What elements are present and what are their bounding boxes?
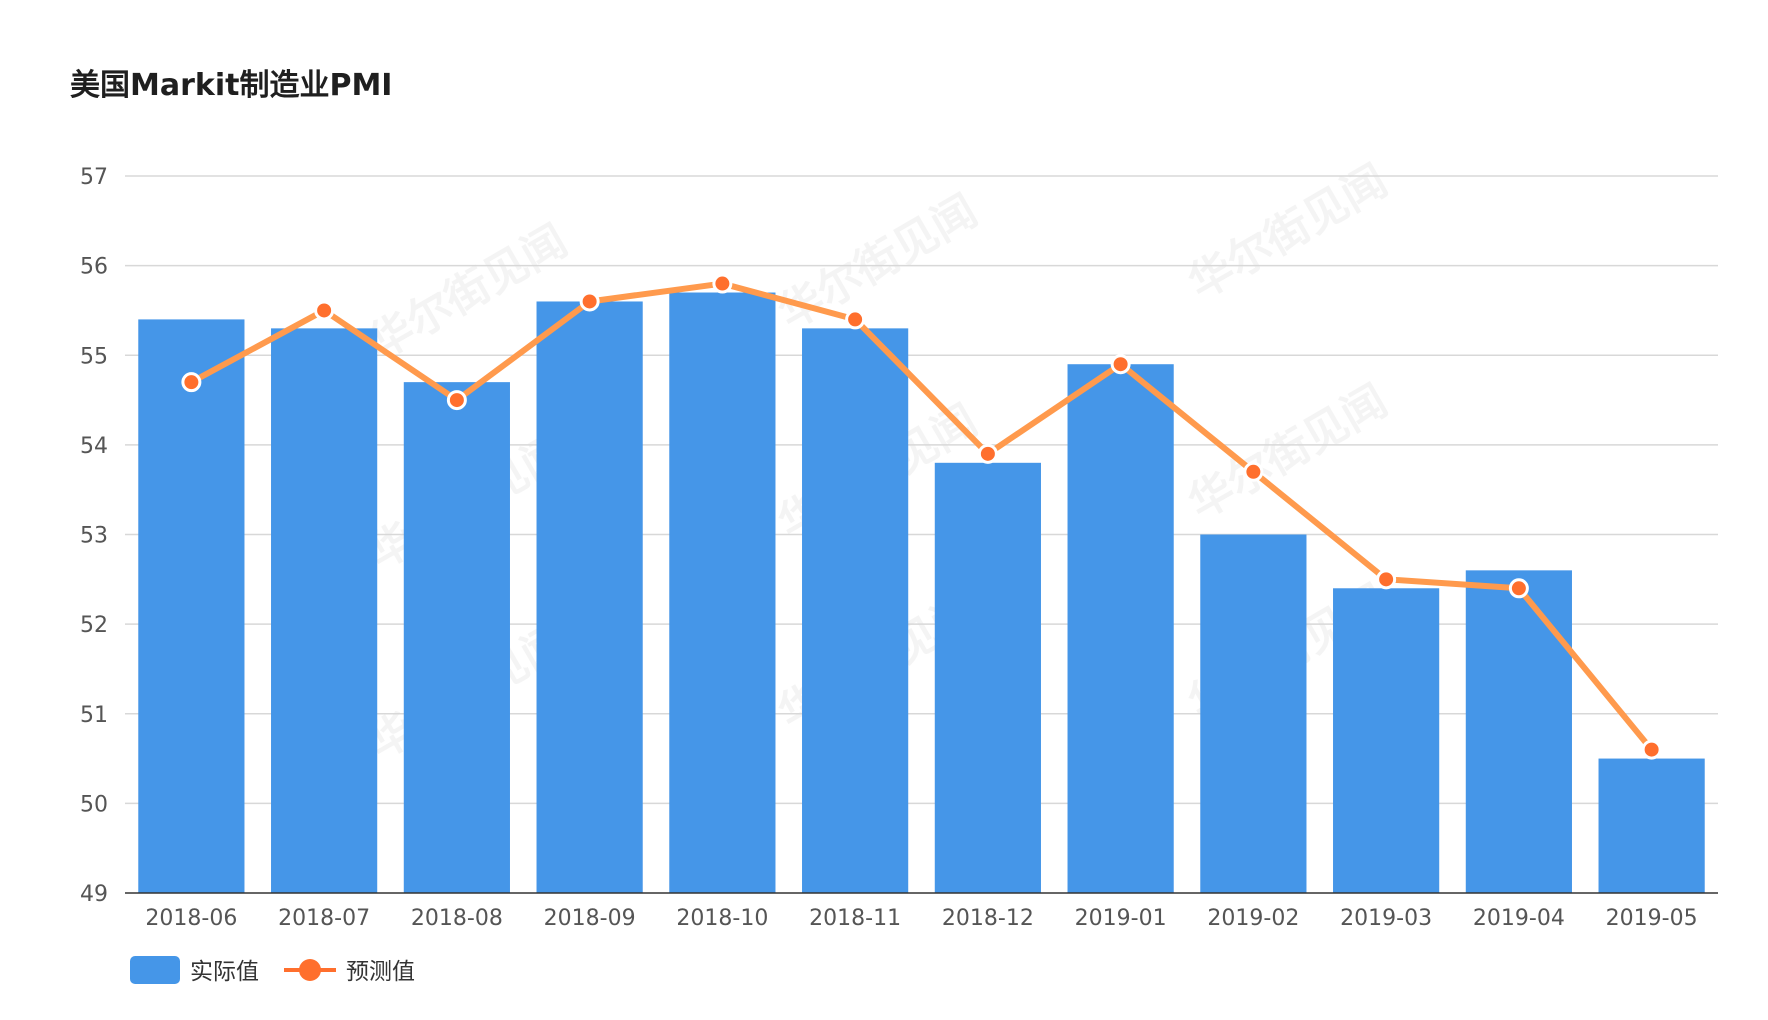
legend-label-forecast: 预测值 — [346, 959, 415, 985]
forecast-point[interactable] — [1110, 354, 1131, 375]
watermark-text: 华尔街见闻 — [770, 185, 986, 339]
legend-item-forecast[interactable]: 预测值 — [284, 959, 415, 985]
line-series — [181, 273, 1662, 760]
forecast-point[interactable] — [314, 300, 335, 321]
forecast-point[interactable] — [579, 291, 600, 312]
bar[interactable] — [802, 328, 909, 893]
x-tick-label: 2018-08 — [411, 906, 503, 931]
x-tick-label: 2018-10 — [676, 906, 768, 931]
gridlines — [125, 175, 1718, 805]
bar[interactable] — [934, 462, 1041, 893]
y-tick-label: 57 — [80, 165, 108, 190]
forecast-point[interactable] — [1641, 739, 1662, 760]
y-tick-label: 49 — [80, 882, 108, 907]
forecast-point[interactable] — [181, 372, 202, 393]
bar[interactable] — [1465, 570, 1572, 893]
bar-series — [138, 292, 1705, 894]
x-axis-ticks: 2018-06 2018-07 2018-08 2018-09 2018-10 2018-… — [145, 906, 1697, 931]
bar[interactable] — [669, 292, 776, 893]
y-tick-label: 56 — [80, 255, 108, 280]
bar[interactable] — [1067, 364, 1174, 893]
x-tick-label: 2019-01 — [1075, 906, 1167, 931]
x-tick-label: 2018-12 — [942, 906, 1034, 931]
bar[interactable] — [1598, 758, 1705, 893]
bar[interactable] — [138, 319, 245, 893]
forecast-point[interactable] — [446, 390, 467, 411]
bar[interactable] — [1200, 534, 1307, 894]
y-tick-label: 53 — [80, 524, 108, 549]
forecast-point[interactable] — [1508, 578, 1529, 599]
bar[interactable] — [1333, 588, 1440, 893]
forecast-point[interactable] — [1376, 569, 1397, 590]
chart-title: 美国Markit制造业PMI — [70, 68, 393, 103]
legend-point-swatch — [299, 959, 321, 981]
watermark-text: 华尔街见闻 — [1180, 375, 1396, 529]
forecast-line — [188, 280, 1655, 753]
legend-bar-swatch — [130, 956, 180, 984]
x-tick-label: 2018-06 — [145, 906, 237, 931]
x-tick-label: 2018-07 — [278, 906, 370, 931]
forecast-point[interactable] — [845, 309, 866, 330]
x-tick-label: 2018-11 — [809, 906, 901, 931]
y-tick-label: 50 — [80, 792, 108, 817]
y-tick-label: 51 — [80, 703, 108, 728]
watermark-text: 华尔街见闻 — [1180, 155, 1396, 309]
legend-label-actual: 实际值 — [190, 959, 259, 985]
bar[interactable] — [271, 328, 378, 893]
legend: 实际值 预测值 — [130, 956, 415, 985]
y-tick-label: 52 — [80, 613, 108, 638]
forecast-point[interactable] — [712, 273, 733, 294]
x-tick-label: 2019-04 — [1473, 906, 1565, 931]
forecast-point[interactable] — [977, 443, 998, 464]
x-tick-label: 2019-03 — [1340, 906, 1432, 931]
bar[interactable] — [403, 382, 510, 893]
legend-item-actual[interactable]: 实际值 — [130, 956, 259, 985]
bar[interactable] — [536, 301, 643, 894]
x-tick-label: 2019-02 — [1207, 906, 1299, 931]
x-tick-label: 2019-05 — [1606, 906, 1698, 931]
forecast-point[interactable] — [1243, 461, 1264, 482]
y-axis-ticks: 49 50 51 52 53 54 55 56 57 — [80, 165, 108, 907]
y-tick-label: 54 — [80, 434, 108, 459]
x-tick-label: 2018-09 — [544, 906, 636, 931]
y-tick-label: 55 — [80, 344, 108, 369]
